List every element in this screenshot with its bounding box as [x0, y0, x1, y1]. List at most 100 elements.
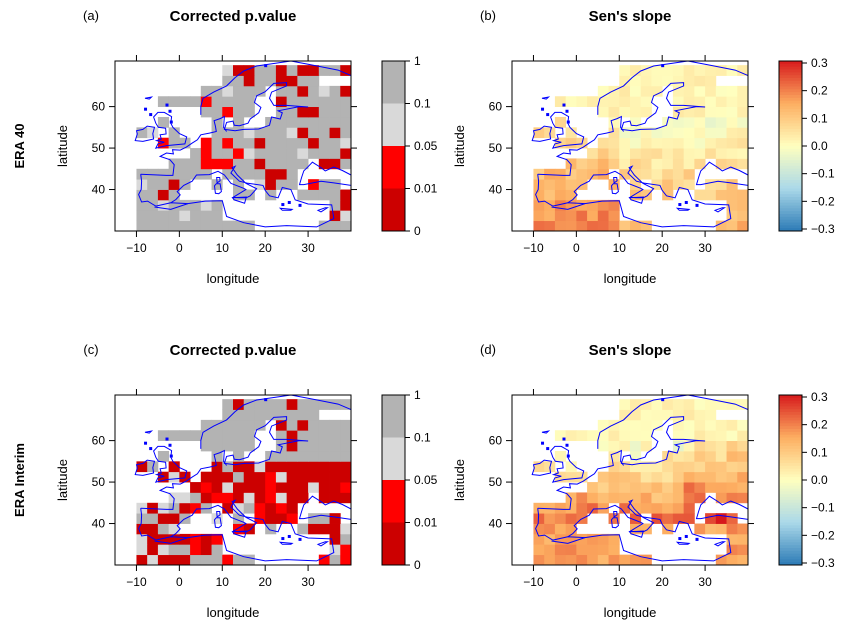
coast-land — [216, 511, 221, 518]
colorbar-band — [779, 488, 802, 492]
coast-island — [264, 398, 268, 402]
grid-cell — [286, 96, 298, 108]
grid-cell — [308, 513, 320, 524]
colorbar-tick-label: 0.05 — [414, 473, 438, 487]
grid-cell — [662, 492, 674, 504]
grid-cell — [640, 482, 652, 493]
grid-cell — [554, 220, 567, 231]
grid-cell — [329, 210, 341, 222]
grid-cell — [715, 106, 727, 118]
grid-cell — [265, 148, 277, 159]
grid-cell — [329, 471, 341, 483]
grid-cell — [168, 554, 180, 565]
coast-island — [169, 454, 173, 458]
x-tick-label: −10 — [523, 575, 544, 589]
grid-cell — [672, 471, 685, 483]
grid-cell — [308, 106, 320, 118]
grid-cell — [233, 399, 245, 410]
grid-cell — [211, 210, 223, 222]
coast-sea — [695, 161, 748, 186]
grid-cell — [630, 85, 642, 97]
x-tick-label: −10 — [126, 575, 147, 589]
grid-cell — [318, 554, 330, 565]
grid-cell — [630, 220, 642, 231]
grid-cell — [157, 179, 170, 190]
grid-cell — [286, 168, 298, 180]
coast-land — [153, 445, 188, 483]
colorbar-band — [779, 216, 802, 221]
grid-cell — [640, 440, 652, 452]
grid-cell — [254, 65, 266, 76]
grid-cell — [662, 482, 674, 493]
grid-cell — [318, 440, 330, 452]
grid-cell — [308, 85, 320, 97]
grid-cell — [329, 533, 341, 545]
grid-cell — [297, 96, 309, 108]
y-tick-label: 40 — [92, 517, 106, 531]
grid-cell — [640, 492, 652, 504]
grid-cell — [726, 210, 738, 222]
grid-cell — [297, 450, 309, 462]
grid-cell — [340, 116, 351, 128]
grid-cell — [554, 523, 567, 535]
grid-cell — [233, 461, 245, 473]
coast-land — [550, 445, 585, 483]
grid-cell — [694, 189, 706, 201]
grid-cell — [640, 158, 652, 170]
colorbar-tick-label: 0.3 — [811, 56, 828, 70]
grid-cell — [190, 430, 202, 442]
grid-cell — [544, 220, 556, 231]
grid-cell — [168, 179, 180, 190]
grid-cell — [726, 158, 738, 170]
coast-island — [562, 437, 566, 441]
coast-island — [684, 200, 688, 204]
grid-cell — [222, 127, 234, 139]
grid-cell — [672, 179, 685, 190]
grid-cell — [211, 220, 223, 231]
grid-cell — [190, 492, 202, 504]
grid-cell — [587, 199, 599, 211]
grid-cell — [608, 461, 620, 473]
colorbar-band — [779, 109, 802, 113]
grid-cell — [275, 158, 288, 170]
grid-cell — [683, 419, 695, 431]
colorbar-band — [779, 225, 802, 229]
grid-cell — [265, 189, 277, 201]
colorbar-band — [779, 95, 802, 99]
grid-cell — [683, 179, 695, 190]
grid-cell — [533, 533, 545, 545]
grid-cell — [533, 544, 545, 556]
colorbar-band — [779, 417, 802, 421]
grid-cell — [672, 65, 685, 76]
grid-cell — [211, 96, 223, 108]
grid-cell — [308, 450, 320, 462]
grid-cell — [318, 148, 330, 159]
grid-cell — [533, 523, 545, 535]
colorbar-band — [779, 123, 802, 127]
x-tick-label: 10 — [216, 575, 230, 589]
grid-cell — [705, 106, 717, 118]
colorbar-band — [779, 480, 802, 484]
grid-cell — [136, 210, 148, 222]
grid-cell — [715, 419, 727, 431]
colorbar-band — [779, 471, 802, 475]
colorbar-band — [779, 66, 802, 70]
grid-cell — [694, 440, 706, 452]
colorbar-band — [779, 163, 802, 167]
grid-cell — [533, 179, 545, 190]
coast-island — [684, 534, 688, 538]
grid-cell — [683, 168, 695, 180]
coast-island — [562, 103, 566, 107]
grid-cell — [565, 189, 577, 201]
grid-cell — [286, 430, 298, 442]
grid-cell — [233, 450, 245, 462]
grid-cell — [608, 482, 620, 493]
grid-cell — [275, 75, 288, 87]
grid-cell — [329, 419, 341, 431]
colorbar-band — [382, 437, 405, 480]
coast-line — [597, 395, 748, 449]
grid-cell — [168, 513, 180, 524]
grid-cell — [737, 533, 748, 545]
grid-cell — [211, 127, 223, 139]
grid-cell — [554, 471, 567, 483]
